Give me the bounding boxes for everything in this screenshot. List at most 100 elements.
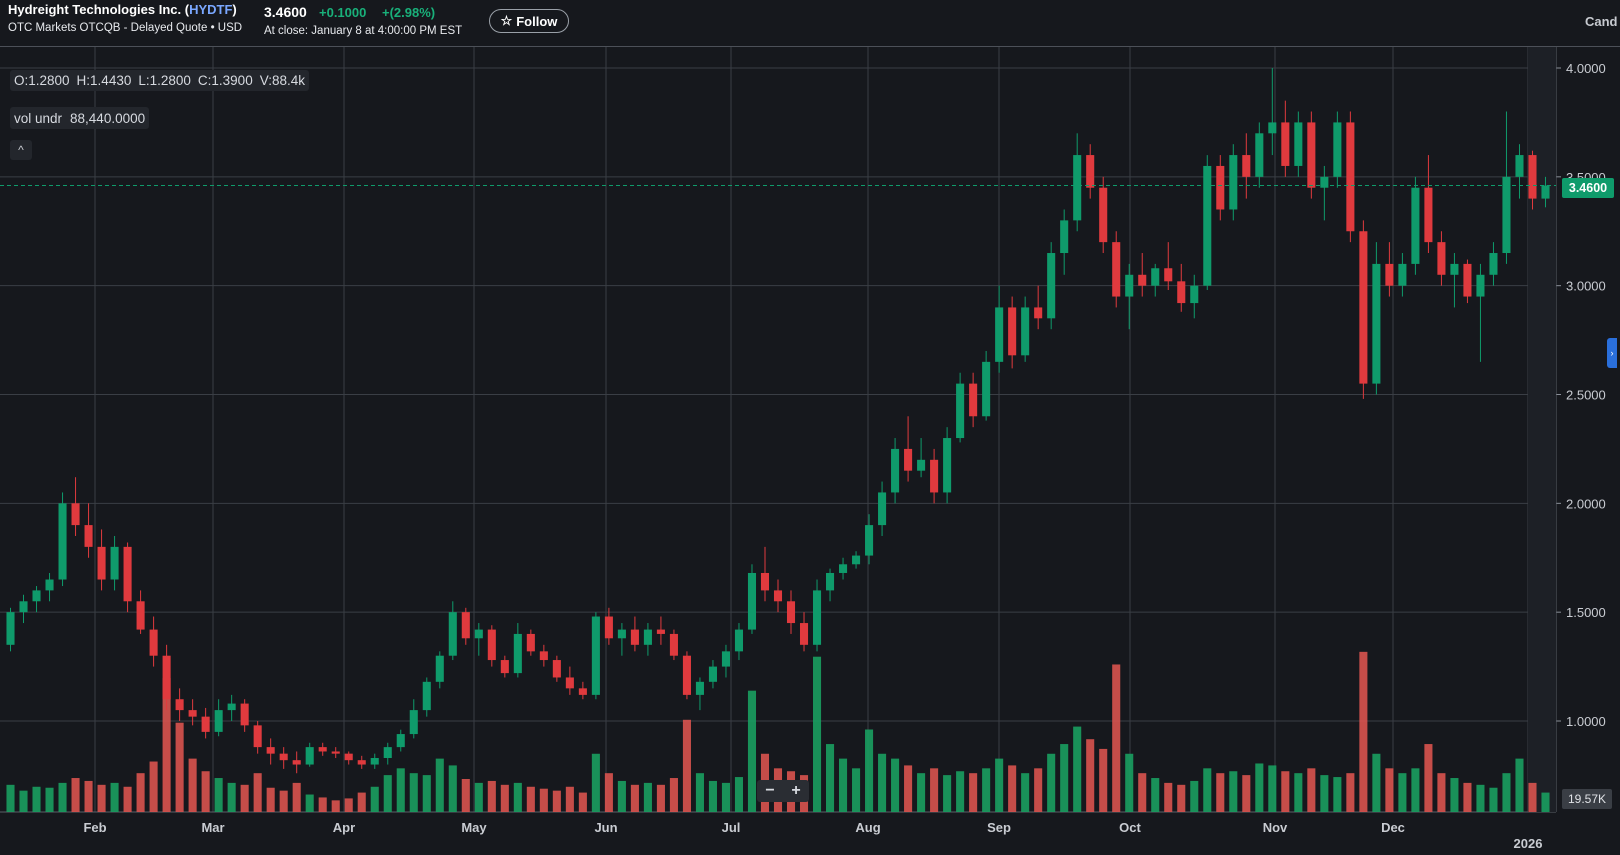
candle-body[interactable] <box>474 629 483 639</box>
candle-body[interactable] <box>1190 285 1199 304</box>
candle-body[interactable] <box>1151 268 1160 286</box>
candle-body[interactable] <box>1385 263 1394 286</box>
candle-body[interactable] <box>1346 122 1355 232</box>
candle-body[interactable] <box>32 590 41 602</box>
candle-body[interactable] <box>1281 122 1290 166</box>
candle-body[interactable] <box>383 747 392 759</box>
candle-body[interactable] <box>982 361 991 417</box>
candle-body[interactable] <box>1229 155 1238 210</box>
candle-body[interactable] <box>435 655 444 682</box>
candle-body[interactable] <box>227 703 236 711</box>
candle-body[interactable] <box>344 753 353 761</box>
candle-body[interactable] <box>591 616 600 695</box>
candle-body[interactable] <box>1268 122 1277 134</box>
zoom-out-button[interactable]: − <box>765 782 775 799</box>
candle-body[interactable] <box>1086 155 1095 188</box>
candle-body[interactable] <box>852 555 861 565</box>
candle-body[interactable] <box>422 681 431 711</box>
candle-body[interactable] <box>786 601 796 624</box>
candle-body[interactable] <box>175 699 184 711</box>
candle-body[interactable] <box>865 525 874 556</box>
candle-body[interactable] <box>1294 122 1303 166</box>
candle-body[interactable] <box>760 572 770 591</box>
follow-button[interactable]: ☆ Follow <box>489 9 569 33</box>
candle-body[interactable] <box>370 758 379 765</box>
candle-body[interactable] <box>1177 281 1186 304</box>
candle-body[interactable] <box>1216 165 1225 210</box>
candle-body[interactable] <box>19 601 28 613</box>
candle-body[interactable] <box>721 651 730 667</box>
candle-body[interactable] <box>1242 155 1251 177</box>
candle-body[interactable] <box>318 747 327 752</box>
price-chart[interactable]: 4.00003.50003.00002.50002.00001.50001.00… <box>0 47 1620 855</box>
candle-body[interactable] <box>1138 274 1147 286</box>
collapse-legend-button[interactable]: ^ <box>10 140 32 160</box>
candle-body[interactable] <box>552 660 561 678</box>
candle-body[interactable] <box>162 655 171 700</box>
candle-body[interactable] <box>1411 187 1420 264</box>
candle-body[interactable] <box>1541 185 1550 199</box>
candle-body[interactable] <box>1515 155 1524 177</box>
candle-body[interactable] <box>578 688 587 695</box>
candle-body[interactable] <box>1528 155 1537 199</box>
candle-body[interactable] <box>487 629 496 661</box>
candle-body[interactable] <box>292 760 301 765</box>
candle-body[interactable] <box>1112 242 1121 297</box>
volume-indicator-legend[interactable]: vol undr 88,440.0000 <box>10 107 150 129</box>
candle-body[interactable] <box>617 629 626 639</box>
candle-body[interactable] <box>695 681 704 695</box>
candle-body[interactable] <box>969 383 978 417</box>
candle-body[interactable] <box>1203 165 1212 286</box>
candle-body[interactable] <box>1060 220 1069 254</box>
candle-body[interactable] <box>904 448 913 471</box>
candle-body[interactable] <box>279 753 288 761</box>
candle-body[interactable] <box>6 612 15 645</box>
candle-body[interactable] <box>1463 263 1472 297</box>
candle-body[interactable] <box>201 716 210 732</box>
candle-body[interactable] <box>71 503 80 526</box>
candle-body[interactable] <box>1502 176 1511 254</box>
candle-body[interactable] <box>84 525 93 547</box>
candle-body[interactable] <box>331 751 340 754</box>
candle-body[interactable] <box>500 660 509 674</box>
candle-body[interactable] <box>1125 274 1134 297</box>
candle-body[interactable] <box>188 710 197 717</box>
candle-body[interactable] <box>448 612 457 656</box>
candle-body[interactable] <box>812 590 822 645</box>
candle-body[interactable] <box>396 734 405 748</box>
candle-body[interactable] <box>734 629 744 652</box>
candle-body[interactable] <box>1255 133 1264 177</box>
candle-body[interactable] <box>708 666 717 682</box>
candle-body[interactable] <box>1320 176 1329 188</box>
candle-body[interactable] <box>773 590 783 602</box>
candle-body[interactable] <box>136 601 145 630</box>
candle-body[interactable] <box>539 651 548 661</box>
candle-body[interactable] <box>1424 187 1433 243</box>
candle-body[interactable] <box>643 629 652 645</box>
candle-body[interactable] <box>409 710 418 735</box>
candle-body[interactable] <box>1034 307 1043 319</box>
candle-body[interactable] <box>604 616 613 639</box>
chart-type-selector[interactable]: Cand <box>1585 14 1618 29</box>
candle-body[interactable] <box>747 572 757 630</box>
candle-body[interactable] <box>357 760 366 765</box>
candle-body[interactable] <box>943 438 952 493</box>
side-panel-toggle[interactable]: › <box>1607 338 1617 368</box>
candle-body[interactable] <box>1437 242 1446 275</box>
candle-body[interactable] <box>891 448 900 493</box>
candle-body[interactable] <box>826 572 835 591</box>
candle-body[interactable] <box>630 629 639 645</box>
candle-body[interactable] <box>1307 122 1316 188</box>
candle-body[interactable] <box>669 633 678 656</box>
candle-body[interactable] <box>1476 274 1485 297</box>
candle-body[interactable] <box>1164 268 1173 282</box>
candle-body[interactable] <box>682 655 691 695</box>
candle-body[interactable] <box>526 633 535 652</box>
candle-body[interactable] <box>930 459 939 493</box>
candle-body[interactable] <box>97 546 106 580</box>
ticker-link[interactable]: HYDTF <box>189 2 233 17</box>
candle-body[interactable] <box>461 612 470 639</box>
candle-body[interactable] <box>1047 253 1056 319</box>
candle-body[interactable] <box>240 703 249 726</box>
candle-body[interactable] <box>266 747 275 754</box>
